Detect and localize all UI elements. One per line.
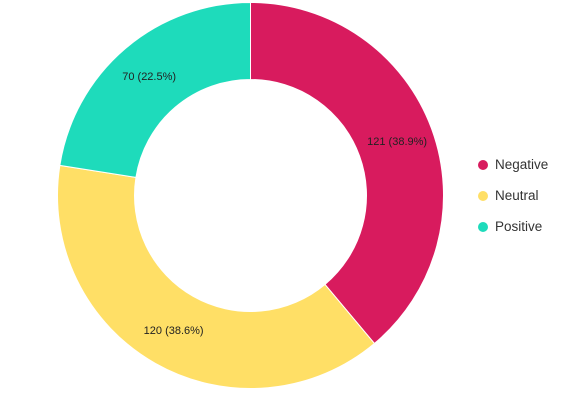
slice-positive[interactable] <box>59 1 251 178</box>
slice-neutral[interactable] <box>57 164 376 389</box>
legend-label-positive: Positive <box>495 219 543 234</box>
legend-swatch-neutral <box>478 190 488 201</box>
legend-item-neutral[interactable]: Neutral <box>478 180 548 211</box>
legend-swatch-negative <box>478 159 488 170</box>
data-labels-group: 121 (38.9%) 120 (38.6%) 70 (22.5%) <box>122 71 427 337</box>
slice-negative[interactable] <box>250 1 444 345</box>
legend-label-neutral: Neutral <box>495 188 539 203</box>
legend-label-negative: Negative <box>495 157 549 172</box>
data-label-negative: 121 (38.9%) <box>367 136 427 148</box>
legend-item-negative[interactable]: Negative <box>478 149 548 180</box>
data-label-positive: 70 (22.5%) <box>122 71 176 83</box>
data-label-neutral: 120 (38.6%) <box>144 325 204 337</box>
legend: Negative Neutral Positive <box>478 149 548 242</box>
slices-group <box>57 1 444 389</box>
legend-item-positive[interactable]: Positive <box>478 211 548 242</box>
legend-swatch-positive <box>478 221 488 232</box>
